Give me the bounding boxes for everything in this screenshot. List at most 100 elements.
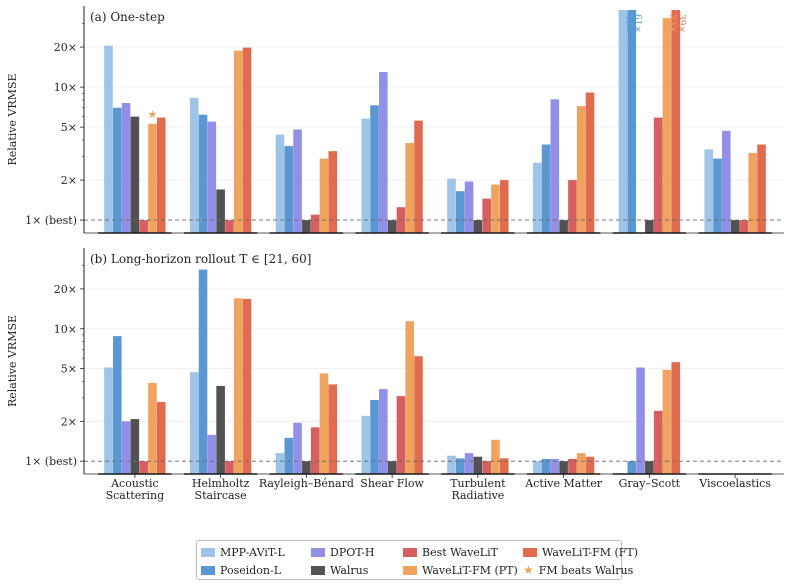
panel-title: (a) One-step xyxy=(90,10,165,24)
bar-mpp-avit-l xyxy=(275,134,285,233)
bar-wavelit-fm-pt- xyxy=(148,123,157,233)
bar-poseidon-l xyxy=(284,437,294,474)
y-tick-label: 5× xyxy=(61,363,77,376)
overflow-value-label: 48× xyxy=(623,14,633,33)
y-tick-label: 20× xyxy=(54,41,77,54)
y-tick-label: 20× xyxy=(54,283,77,296)
legend-item: DPOT-H xyxy=(311,543,403,561)
bar-best-wavelit xyxy=(139,461,148,474)
bar-dpot-h xyxy=(207,434,217,474)
y-tick-label: 10× xyxy=(54,81,77,94)
bar-wavelit-fm-ft- xyxy=(242,47,252,234)
bar-wavelit-fm-ft- xyxy=(499,458,509,474)
legend-label: FM beats Walrus xyxy=(538,563,634,577)
panel-title: (b) Long-horizon rollout T ∈ [21, 60] xyxy=(90,252,311,266)
x-tick-label-line: Rayleigh–Bénard xyxy=(259,477,354,490)
bar-wavelit-fm-ft- xyxy=(585,456,595,474)
bar-walrus xyxy=(730,220,740,233)
bar-wavelit-fm-ft- xyxy=(242,298,252,474)
bar-poseidon-l xyxy=(112,107,122,233)
bar-dpot-h xyxy=(121,421,131,474)
bar-best-wavelit xyxy=(139,220,148,233)
bar-best-wavelit xyxy=(482,198,491,233)
y-tick-label: 1× (best) xyxy=(25,214,77,227)
bar-wavelit-fm-ft- xyxy=(499,180,509,233)
bar-wavelit-fm-pt- xyxy=(576,453,586,474)
bar-mpp-avit-l xyxy=(361,415,371,474)
bar-mpp-avit-l xyxy=(704,149,714,233)
bar-dpot-h xyxy=(121,102,131,234)
legend-swatch xyxy=(201,547,215,557)
bar-mpp-avit-l xyxy=(104,45,113,234)
bar-best-wavelit xyxy=(225,220,234,233)
legend-label: Poseidon-L xyxy=(220,563,282,577)
legend-label: MPP-AViT-L xyxy=(220,545,285,559)
bar-wavelit-fm-pt- xyxy=(233,298,243,474)
bar-walrus xyxy=(216,385,225,474)
bar-best-wavelit xyxy=(310,214,320,233)
x-tick-label-line: Helmholtz xyxy=(192,477,250,490)
y-tick-label: 10× xyxy=(54,323,77,336)
bar-best-wavelit xyxy=(568,458,577,474)
panel-one-step: 1× (best) 2× 5× 10× 20× ★ 48×61× 33×39× (a) One-… xyxy=(6,6,784,234)
legend-item: Poseidon-L xyxy=(201,561,311,579)
x-tick-label: Helmholtz Staircase xyxy=(192,477,250,502)
bar-wavelit-fm-ft- xyxy=(328,384,338,474)
bar-wavelit-fm-pt- xyxy=(662,18,672,234)
bar-wavelit-fm-pt- xyxy=(405,321,415,474)
bar-mpp-avit-l xyxy=(189,372,199,474)
bar-wavelit-fm-pt- xyxy=(576,106,586,233)
x-tick-label-line: Viscoelastics xyxy=(698,477,771,490)
bar-wavelit-fm-pt- xyxy=(148,382,157,474)
bar-wavelit-fm-pt- xyxy=(491,439,500,474)
bar-walrus xyxy=(130,116,140,233)
bar-wavelit-fm-ft- xyxy=(414,120,423,233)
bar-mpp-avit-l xyxy=(104,367,113,474)
legend-item: WaveLiT-FM (PT) xyxy=(403,561,523,579)
legend-swatch xyxy=(523,547,537,557)
bar-poseidon-l xyxy=(370,399,379,474)
legend-swatch xyxy=(311,547,325,557)
bar-poseidon-l xyxy=(455,191,465,233)
bar-wavelit-fm-pt- xyxy=(748,152,758,233)
legend-item-star: ★ FM beats Walrus xyxy=(523,561,633,579)
bar-dpot-h xyxy=(293,129,302,233)
bar-poseidon-l xyxy=(541,144,551,233)
bar-poseidon-l xyxy=(112,336,122,474)
y-tick-label: 2× xyxy=(61,415,77,428)
y-tick-label: 1× (best) xyxy=(25,455,77,468)
bar-poseidon-l xyxy=(627,461,637,474)
x-tick-label-line: Radiative xyxy=(451,489,504,502)
bar-dpot-h xyxy=(293,422,302,474)
bar-walrus xyxy=(387,220,397,233)
bar-dpot-h xyxy=(550,99,560,233)
bar-best-wavelit xyxy=(568,180,577,233)
bar-walrus xyxy=(302,220,311,233)
bar-wavelit-fm-ft- xyxy=(671,362,681,474)
bar-mpp-avit-l xyxy=(275,453,285,474)
legend-swatch xyxy=(311,565,325,575)
bar-poseidon-l xyxy=(284,146,294,233)
bar-wavelit-fm-ft- xyxy=(156,401,166,474)
legend-swatch xyxy=(201,565,215,575)
bar-walrus xyxy=(130,419,140,474)
bar-walrus xyxy=(559,461,568,474)
bar-walrus xyxy=(302,461,311,474)
bar-dpot-h xyxy=(464,453,474,474)
legend-swatch xyxy=(403,547,417,557)
bar-wavelit-fm-ft- xyxy=(414,356,423,474)
bar-wavelit-fm-pt- xyxy=(319,373,329,474)
x-tick-label: Gray–Scott xyxy=(619,477,681,490)
bar-best-wavelit xyxy=(396,396,406,474)
bar-best-wavelit xyxy=(653,410,663,474)
legend-label: DPOT-H xyxy=(330,545,375,559)
fm-beats-walrus-star: ★ xyxy=(148,108,158,121)
chart-legend: MPP-AViT-L DPOT-H Best WaveLiT WaveLiT-FM (… xyxy=(196,540,638,580)
legend-item: Best WaveLiT xyxy=(403,543,523,561)
y-tick-label: 2× xyxy=(61,174,77,187)
x-tick-label: Viscoelastics xyxy=(698,477,771,490)
bar-poseidon-l xyxy=(198,114,208,233)
bar-best-wavelit xyxy=(225,461,234,474)
bar-best-wavelit xyxy=(310,427,320,474)
bar-poseidon-l xyxy=(627,10,637,233)
